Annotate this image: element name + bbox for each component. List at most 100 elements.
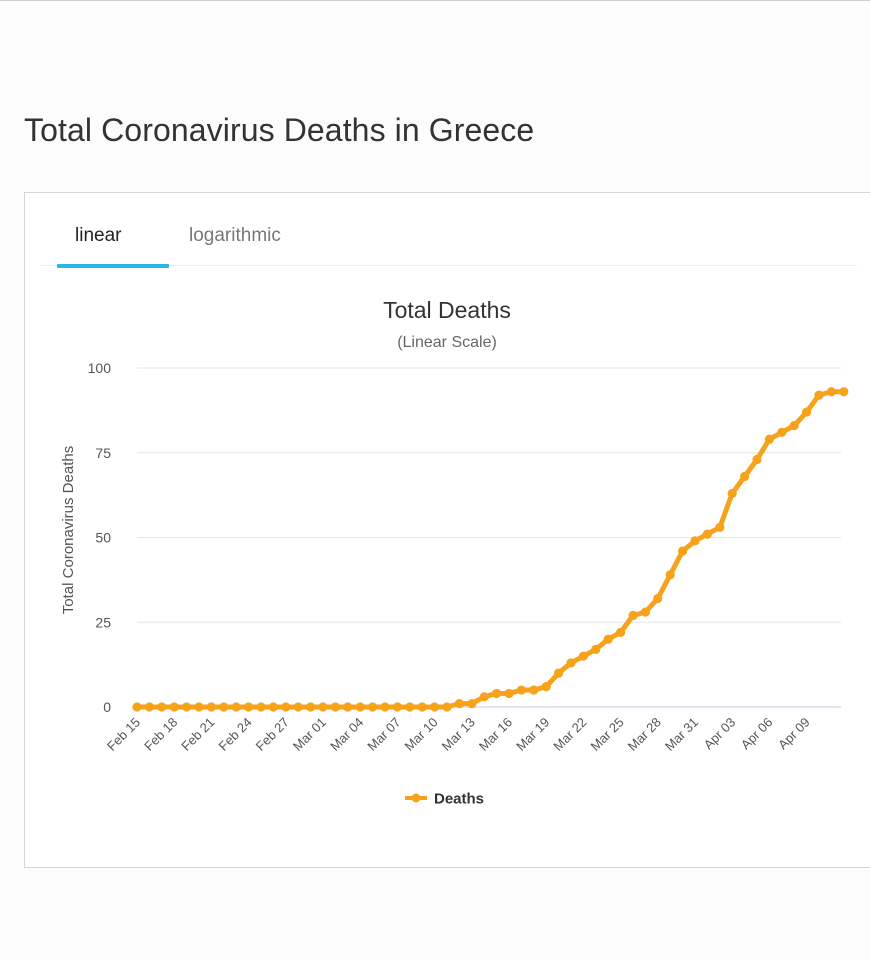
data-point[interactable] <box>504 688 514 699</box>
y-tick-label: 25 <box>95 614 111 630</box>
data-point[interactable] <box>231 702 241 712</box>
x-tick-label: Mar 25 <box>587 715 626 754</box>
data-point[interactable] <box>430 702 440 712</box>
data-point[interactable] <box>591 644 601 654</box>
x-tick-label: Mar 19 <box>513 715 552 754</box>
data-point[interactable] <box>777 427 787 438</box>
tab-logarithmic[interactable]: logarithmic <box>189 225 281 246</box>
data-point[interactable] <box>194 702 204 712</box>
data-point[interactable] <box>690 536 700 546</box>
x-tick-label: Apr 03 <box>701 715 739 753</box>
data-point[interactable] <box>665 570 675 580</box>
page-title: Total Coronavirus Deaths in Greece <box>24 112 535 148</box>
data-point[interactable] <box>616 627 626 638</box>
data-point[interactable] <box>318 702 328 712</box>
data-point[interactable] <box>578 651 589 661</box>
x-tick-label: Apr 09 <box>775 715 813 753</box>
data-point[interactable] <box>479 692 489 702</box>
data-point[interactable] <box>182 702 192 712</box>
y-tick-label: 0 <box>103 699 111 715</box>
x-tick-label: Mar 16 <box>476 715 515 754</box>
y-axis-label: Total Coronavirus Deaths <box>60 446 77 614</box>
data-point[interactable] <box>628 610 638 621</box>
data-point[interactable] <box>293 702 303 712</box>
data-point[interactable] <box>132 702 142 712</box>
scale-tabs: linear logarithmic <box>41 193 857 268</box>
data-point[interactable] <box>529 685 539 695</box>
x-tick-label: Mar 28 <box>625 715 664 754</box>
data-point[interactable] <box>306 702 316 712</box>
data-point[interactable] <box>814 390 824 400</box>
x-tick-label: Mar 22 <box>550 715 589 754</box>
x-tick-label: Feb 27 <box>253 715 292 754</box>
data-point[interactable] <box>219 702 229 712</box>
chart-card: linear logarithmic Total Deaths (Linear … <box>24 192 870 868</box>
data-point[interactable] <box>492 688 502 699</box>
x-tick-label: Apr 06 <box>738 715 776 753</box>
x-tick-label: Mar 10 <box>401 715 440 754</box>
x-tick-label: Mar 13 <box>439 715 478 754</box>
data-point[interactable] <box>516 685 526 695</box>
data-point[interactable] <box>355 702 365 712</box>
data-point[interactable] <box>368 702 378 712</box>
x-tick-label: Mar 01 <box>290 715 329 754</box>
tab-linear[interactable]: linear <box>75 225 122 246</box>
data-point[interactable] <box>454 699 464 709</box>
legend-marker <box>411 793 421 803</box>
x-tick-label: Mar 07 <box>364 715 403 754</box>
y-tick-label: 100 <box>88 360 112 376</box>
x-tick-label: Mar 31 <box>662 715 701 754</box>
x-tick-label: Mar 04 <box>327 715 366 754</box>
data-point[interactable] <box>157 702 167 712</box>
chart-title: Total Deaths <box>383 297 511 323</box>
data-point[interactable] <box>206 702 216 712</box>
data-point[interactable] <box>603 634 613 644</box>
data-point[interactable] <box>764 434 775 444</box>
data-point[interactable] <box>541 682 551 692</box>
data-point[interactable] <box>839 387 849 397</box>
data-point[interactable] <box>727 488 737 499</box>
data-point[interactable] <box>256 702 266 712</box>
x-tick-label: Feb 24 <box>215 715 254 754</box>
data-point[interactable] <box>330 702 340 712</box>
data-point[interactable] <box>826 387 837 397</box>
data-point[interactable] <box>740 471 750 482</box>
series-line-deaths <box>134 389 847 710</box>
data-point[interactable] <box>442 702 452 712</box>
deaths-line-chart: Total Deaths (Linear Scale) Total Corona… <box>60 297 849 808</box>
y-tick-label: 50 <box>95 530 111 546</box>
data-point[interactable] <box>653 593 663 604</box>
gridlines <box>137 367 841 708</box>
data-point[interactable] <box>752 454 762 465</box>
series-deaths <box>132 387 849 712</box>
data-point[interactable] <box>715 522 725 532</box>
data-point[interactable] <box>640 607 651 617</box>
x-tick-label: Feb 18 <box>141 715 180 754</box>
data-point[interactable] <box>702 529 713 539</box>
y-tick-label: 75 <box>95 445 111 461</box>
active-tab-indicator <box>57 264 169 268</box>
data-point[interactable] <box>343 702 353 712</box>
x-tick-label: Feb 21 <box>178 715 217 754</box>
data-point[interactable] <box>244 702 254 712</box>
chart-subtitle: (Linear Scale) <box>397 334 497 351</box>
data-point[interactable] <box>566 658 576 668</box>
data-point[interactable] <box>554 668 564 678</box>
x-tick-label: Feb 15 <box>104 715 143 754</box>
data-point[interactable] <box>380 702 390 712</box>
data-point[interactable] <box>281 702 291 712</box>
legend[interactable]: Deaths <box>405 791 484 808</box>
data-point[interactable] <box>789 421 799 431</box>
data-point[interactable] <box>169 702 179 712</box>
data-point[interactable] <box>405 702 415 712</box>
data-point[interactable] <box>467 699 477 709</box>
data-point[interactable] <box>802 407 812 417</box>
top-divider <box>0 0 870 1</box>
data-point[interactable] <box>392 702 402 712</box>
data-point[interactable] <box>417 702 427 712</box>
data-point[interactable] <box>678 546 688 556</box>
data-point[interactable] <box>268 702 278 712</box>
legend-label-deaths: Deaths <box>434 791 484 808</box>
data-point[interactable] <box>144 702 154 712</box>
